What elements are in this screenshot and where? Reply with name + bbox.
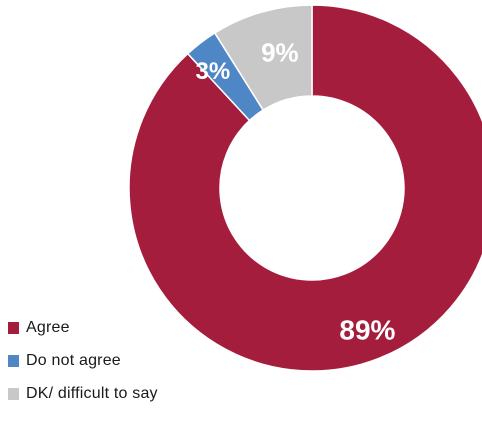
legend-label-dk-difficult-to-say: DK/ difficult to say — [26, 385, 158, 402]
data-label-dk-difficult-to-say: 9% — [261, 37, 299, 67]
legend-item-agree: Agree — [8, 318, 158, 338]
legend-label-agree: Agree — [26, 319, 70, 336]
legend-swatch-dk-difficult-to-say — [8, 388, 19, 400]
legend-swatch-do-not-agree — [8, 355, 19, 367]
chart-legend: Agree Do not agree DK/ difficult to say — [8, 318, 158, 417]
slice-dk-difficult-to-say — [213, 4, 313, 112]
legend-item-do-not-agree: Do not agree — [8, 351, 158, 371]
data-label-do-not-agree: 3% — [195, 58, 230, 85]
legend-swatch-agree — [8, 322, 19, 334]
legend-label-do-not-agree: Do not agree — [26, 352, 121, 369]
legend-item-dk-difficult-to-say: DK/ difficult to say — [8, 384, 158, 404]
data-label-agree: 89% — [339, 315, 395, 346]
slice-agree — [128, 4, 482, 372]
